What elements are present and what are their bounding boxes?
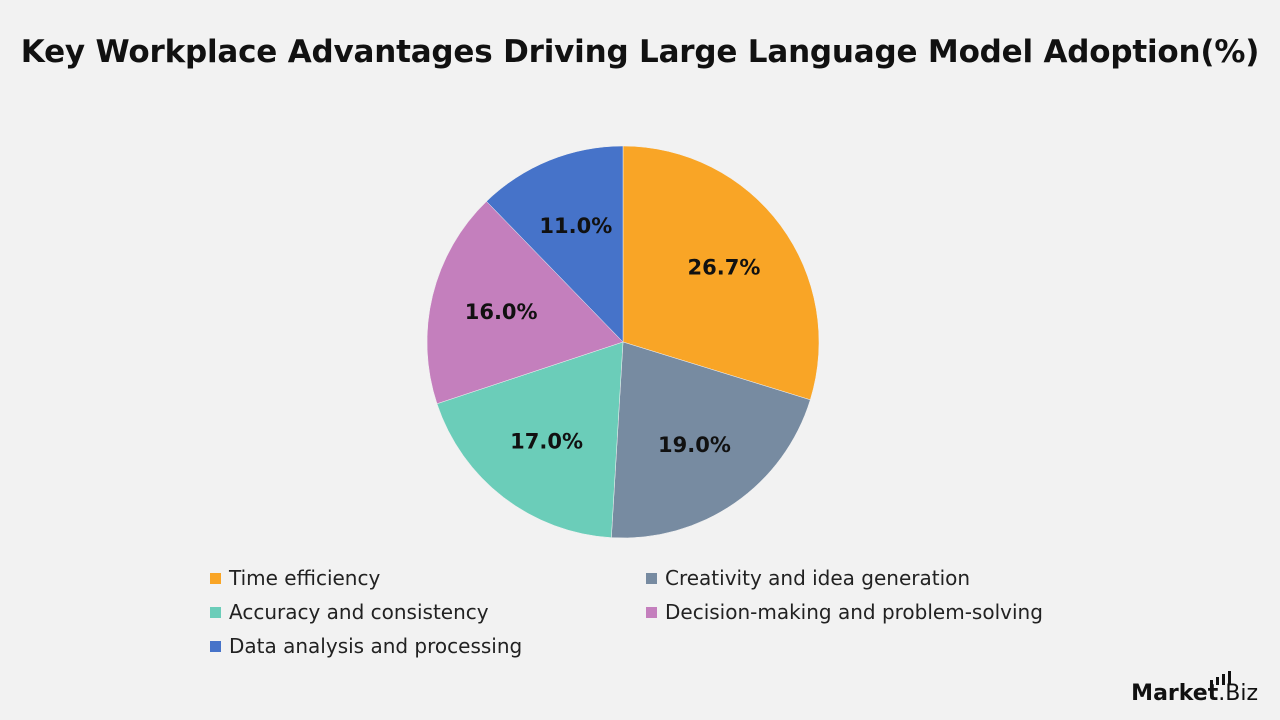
legend-item: Decision-making and problem-solving	[646, 598, 1043, 626]
legend-swatch	[646, 573, 657, 584]
brand-logo: Market.Biz	[1131, 681, 1258, 706]
legend-label: Time efficiency	[229, 566, 381, 590]
chart-legend: Time efficiency Creativity and idea gener…	[210, 564, 1110, 674]
slice-value-label: 26.7%	[688, 256, 761, 280]
slice-value-label: 19.0%	[658, 433, 731, 457]
slice-value-label: 11.0%	[539, 214, 612, 238]
brand-name-rest: .Biz	[1218, 681, 1258, 706]
brand-name-bold: Market	[1131, 681, 1219, 706]
legend-label: Creativity and idea generation	[665, 566, 971, 590]
pie-slice	[486, 145, 624, 343]
legend-label: Data analysis and processing	[229, 634, 523, 658]
brand-bars-icon	[1210, 671, 1238, 685]
chart-title: Key Workplace Advantages Driving Large L…	[20, 34, 1260, 70]
legend-swatch	[210, 573, 221, 584]
legend-label: Accuracy and consistency	[229, 600, 489, 624]
pie-slice	[436, 341, 624, 538]
legend-item: Data analysis and processing	[210, 632, 522, 660]
pie-slice	[426, 201, 624, 405]
slice-value-label: 16.0%	[465, 300, 538, 324]
legend-label: Decision-making and problem-solving	[665, 600, 1043, 624]
legend-swatch	[210, 607, 221, 618]
legend-swatch	[210, 641, 221, 652]
pie-slice	[622, 145, 820, 401]
legend-item: Creativity and idea generation	[646, 564, 970, 592]
legend-item: Time efficiency	[210, 564, 380, 592]
legend-item: Accuracy and consistency	[210, 598, 489, 626]
legend-swatch	[646, 607, 657, 618]
pie-slice	[611, 341, 811, 539]
slice-value-label: 17.0%	[510, 429, 583, 453]
